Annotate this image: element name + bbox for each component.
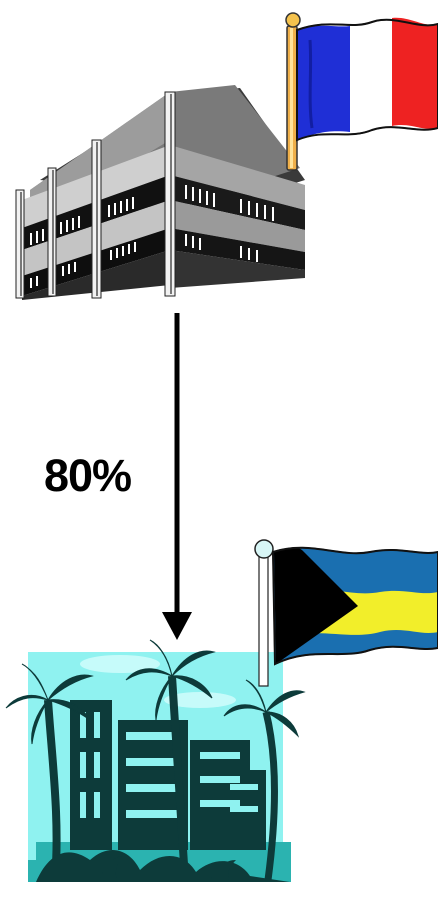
tropical-resort-icon <box>5 639 306 882</box>
office-building-icon <box>15 85 305 300</box>
flow-arrow <box>162 313 192 640</box>
flow-percentage-label: 80% <box>44 450 132 501</box>
france-flag-icon <box>285 12 438 171</box>
bahamas-flag-icon <box>254 539 438 687</box>
